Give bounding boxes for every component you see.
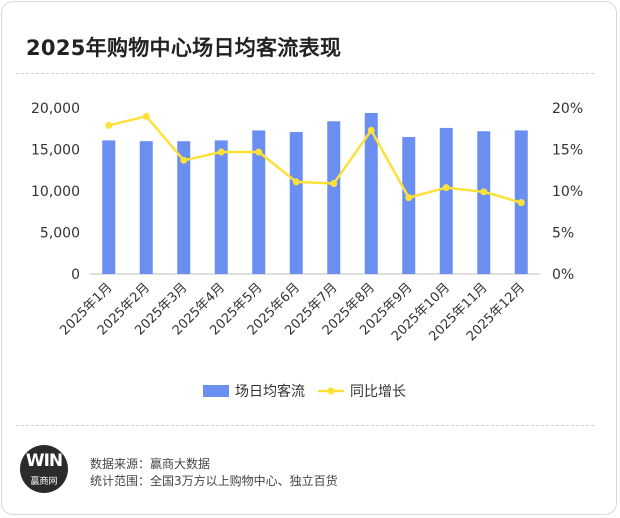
line-point (180, 156, 188, 164)
legend-label-bar: 场日均客流 (235, 383, 305, 400)
data-scope: 统计范围：全国3万方以上购物中心、独立百货 (90, 474, 338, 488)
line-point (405, 194, 413, 202)
bar (364, 112, 378, 274)
y-right-tick-label: 20% (552, 101, 583, 117)
y-left-tick-label: 10,000 (31, 184, 80, 200)
bar (289, 132, 303, 274)
line-point (367, 126, 375, 134)
bar (439, 127, 453, 274)
line-point (142, 112, 150, 120)
bar (402, 137, 416, 274)
bar (214, 140, 228, 274)
logo-text: 赢商网 (30, 477, 58, 487)
line-point (330, 180, 338, 188)
series-line (108, 115, 522, 204)
legend-swatch-point (327, 387, 335, 395)
data-source: 数据来源：赢商大数据 (90, 457, 211, 471)
y-left-tick-label: 15,000 (31, 143, 80, 159)
bar (102, 140, 116, 274)
line-point (255, 148, 263, 156)
brand-logo: WIN 赢商网 (20, 445, 68, 493)
legend-label-line: 同比增长 (350, 384, 406, 400)
bar (252, 130, 266, 274)
y-left-tick-label: 0 (71, 267, 80, 283)
y-right-tick-label: 15% (552, 143, 583, 159)
line-point (105, 121, 113, 129)
y-left-tick-label: 20,000 (31, 101, 80, 117)
line-point (217, 148, 225, 156)
y-left-tick-label: 5,000 (40, 226, 80, 242)
line-point (480, 188, 488, 196)
title-divider (16, 73, 594, 74)
y-right-tick-label: 0% (552, 267, 574, 283)
legend-swatch-bar (203, 385, 229, 397)
line-point (442, 184, 450, 192)
line-point (292, 178, 300, 186)
bar (327, 121, 341, 274)
y-right-tick-label: 10% (552, 184, 583, 200)
bar (177, 141, 191, 274)
footer-divider (16, 425, 594, 426)
bar (139, 141, 153, 274)
chart-plot: 05,00010,00015,00020,0000%5%10%15%20%202… (31, 101, 583, 400)
y-right-tick-label: 5% (552, 226, 574, 242)
bar (477, 131, 491, 274)
line-point (517, 199, 525, 207)
chart-title: 2025年购物中心场日均客流表现 (26, 36, 342, 60)
logo-mark: WIN (25, 451, 63, 471)
